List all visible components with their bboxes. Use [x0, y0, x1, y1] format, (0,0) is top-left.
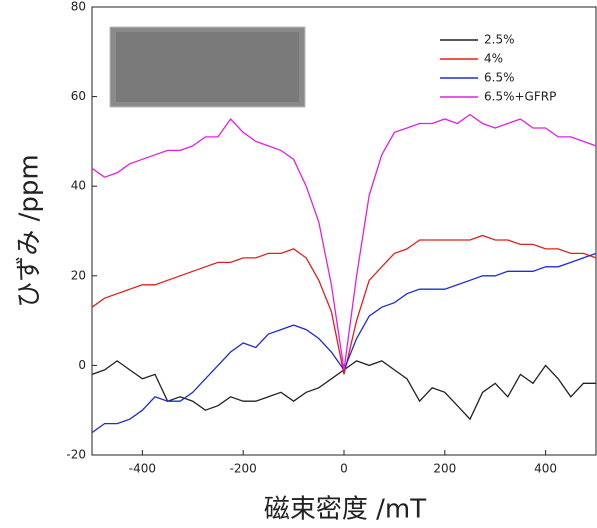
- inset-sample: [116, 32, 299, 102]
- y-tick-label: 0: [78, 358, 86, 372]
- series-line: [91, 234, 597, 375]
- series-line: [91, 113, 597, 370]
- legend-label: 6.5%: [484, 71, 515, 85]
- y-tick-label: 60: [71, 89, 86, 103]
- x-tick-label: -400: [129, 462, 156, 476]
- x-tick-label: 0: [340, 462, 348, 476]
- legend-label: 6.5%+GFRP: [484, 90, 556, 104]
- y-tick-label: 80: [71, 0, 86, 14]
- y-axis-title: ひずみ /ppm: [15, 154, 45, 307]
- legend-label: 4%: [484, 52, 503, 66]
- x-tick-label: 400: [534, 462, 557, 476]
- x-axis-title: 磁束密度 /mT: [264, 495, 426, 525]
- y-tick-label: 20: [71, 268, 86, 282]
- x-tick-label: -200: [230, 462, 257, 476]
- x-tick-label: 200: [433, 462, 456, 476]
- legend-label: 2.5%: [484, 33, 515, 47]
- y-tick-label: 40: [71, 179, 86, 193]
- y-tick-label: -20: [66, 448, 86, 462]
